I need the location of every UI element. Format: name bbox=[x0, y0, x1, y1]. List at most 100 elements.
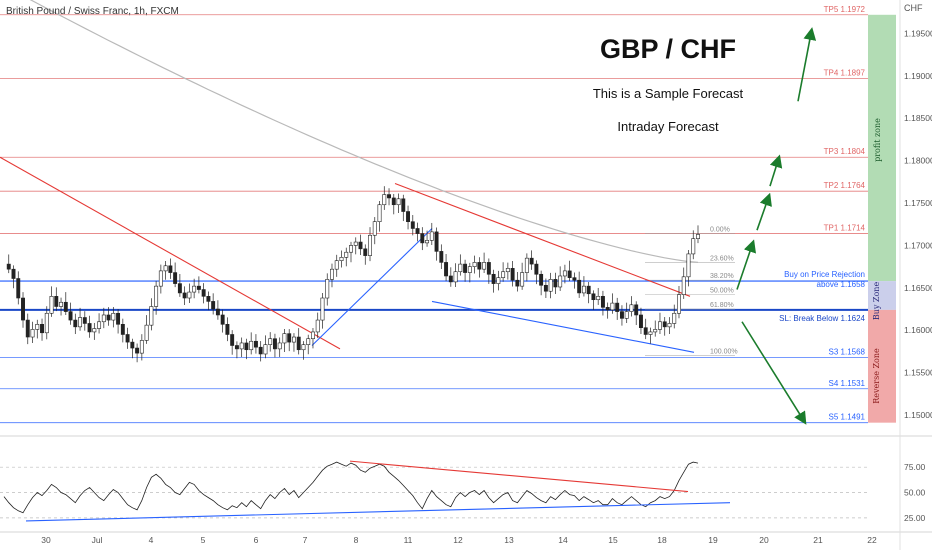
candle-body bbox=[368, 234, 372, 256]
time-tick-label: 5 bbox=[201, 535, 206, 545]
candle-body bbox=[486, 262, 491, 275]
forecast-up-arrow bbox=[736, 239, 756, 290]
candle-body bbox=[567, 270, 572, 278]
price-tick-label: 1.19000 bbox=[904, 71, 932, 81]
candle-body bbox=[453, 271, 458, 283]
candle-body bbox=[44, 312, 49, 334]
candle-body bbox=[339, 257, 344, 262]
level-label: S3 1.1568 bbox=[829, 347, 866, 356]
candle-body bbox=[529, 257, 534, 265]
candle-body bbox=[619, 311, 624, 319]
candle-body bbox=[577, 279, 582, 294]
candle-body bbox=[691, 238, 696, 255]
level-label: S4 1.1531 bbox=[829, 379, 866, 388]
candle-body bbox=[116, 312, 121, 325]
candle-body bbox=[68, 311, 73, 321]
time-tick-label: 4 bbox=[149, 535, 154, 545]
candle-body bbox=[681, 276, 686, 295]
candle-body bbox=[135, 347, 140, 354]
candle-body bbox=[524, 257, 529, 273]
level-label-2: above 1.1658 bbox=[817, 280, 866, 289]
level-label: SL: Break Below 1.1624 bbox=[779, 314, 865, 323]
candle-body bbox=[87, 323, 92, 333]
candle-body bbox=[163, 265, 168, 272]
candle-body bbox=[234, 345, 239, 350]
candle-body bbox=[581, 285, 586, 294]
forecast-down-arrow bbox=[741, 321, 807, 425]
candle-body bbox=[25, 319, 30, 338]
candle-body bbox=[173, 272, 178, 284]
price-tick-label: 1.15000 bbox=[904, 410, 932, 420]
candle-body bbox=[11, 268, 16, 279]
candle-body bbox=[353, 241, 358, 246]
time-tick-label: 12 bbox=[453, 535, 463, 545]
candle-body bbox=[482, 262, 487, 270]
fib-label: 0.00% bbox=[710, 227, 730, 234]
candle-body bbox=[467, 266, 472, 273]
time-tick-label: 14 bbox=[558, 535, 568, 545]
candle-body bbox=[287, 333, 292, 343]
candle-body bbox=[291, 336, 296, 343]
candle-body bbox=[144, 324, 149, 341]
candle-body bbox=[610, 302, 615, 311]
candle-body bbox=[510, 268, 515, 281]
fib-label: 23.60% bbox=[710, 255, 734, 262]
candle-body bbox=[239, 342, 244, 350]
candle-body bbox=[6, 263, 11, 270]
time-tick-label: 15 bbox=[608, 535, 618, 545]
candle-body bbox=[586, 285, 591, 295]
forecast-up-arrow bbox=[756, 192, 772, 231]
candle-body bbox=[662, 321, 667, 328]
candle-body bbox=[677, 294, 681, 314]
candle-body bbox=[125, 334, 130, 343]
level-label: Buy on Price Rejection bbox=[784, 270, 865, 279]
time-tick-label: 13 bbox=[504, 535, 514, 545]
candle-body bbox=[382, 194, 387, 206]
forecast-title: GBP / CHF bbox=[600, 34, 736, 64]
reverse-zone-band bbox=[868, 309, 896, 423]
candle-body bbox=[101, 314, 106, 323]
time-tick-label: 8 bbox=[354, 535, 359, 545]
candle-body bbox=[496, 277, 501, 284]
candle-body bbox=[572, 277, 577, 281]
candle-body bbox=[59, 301, 64, 307]
candle-body bbox=[301, 344, 306, 351]
candle-body bbox=[272, 338, 277, 350]
candle-body bbox=[505, 268, 510, 273]
trendline-4 bbox=[431, 300, 695, 353]
candle-body bbox=[539, 273, 544, 286]
candle-body bbox=[311, 331, 315, 340]
candle-body bbox=[615, 302, 620, 312]
candle-body bbox=[40, 324, 44, 334]
time-tick-label: 21 bbox=[813, 535, 823, 545]
time-tick-label: 11 bbox=[404, 535, 413, 545]
candle-body bbox=[187, 291, 192, 299]
forecast-up-arrow bbox=[797, 27, 817, 102]
candle-body bbox=[82, 317, 87, 324]
candle-body bbox=[97, 321, 102, 329]
candle-body bbox=[282, 333, 287, 344]
candle-body bbox=[296, 336, 301, 351]
trendline-3 bbox=[394, 183, 691, 297]
fib-label: 61.80% bbox=[710, 302, 734, 309]
candle-body bbox=[363, 248, 368, 256]
candle-body bbox=[192, 285, 197, 293]
forecast-up-arrow bbox=[769, 154, 783, 187]
candle-body bbox=[406, 211, 411, 222]
profit-zone-band bbox=[868, 14, 896, 282]
candle-body bbox=[220, 314, 225, 325]
candle-body bbox=[448, 275, 453, 283]
fib-label: 38.20% bbox=[710, 273, 734, 280]
candle-body bbox=[501, 271, 506, 278]
time-tick-label: 30 bbox=[41, 535, 51, 545]
level-label: TP4 1.1897 bbox=[824, 68, 866, 77]
profit-zone-label: profit zone bbox=[873, 118, 882, 162]
rsi-support-trendline bbox=[25, 502, 731, 522]
candle-body bbox=[410, 221, 415, 229]
candle-body bbox=[696, 234, 700, 239]
candle-body bbox=[439, 251, 444, 263]
candle-body bbox=[562, 270, 567, 277]
candle-body bbox=[653, 329, 658, 333]
candle-body bbox=[658, 321, 662, 330]
